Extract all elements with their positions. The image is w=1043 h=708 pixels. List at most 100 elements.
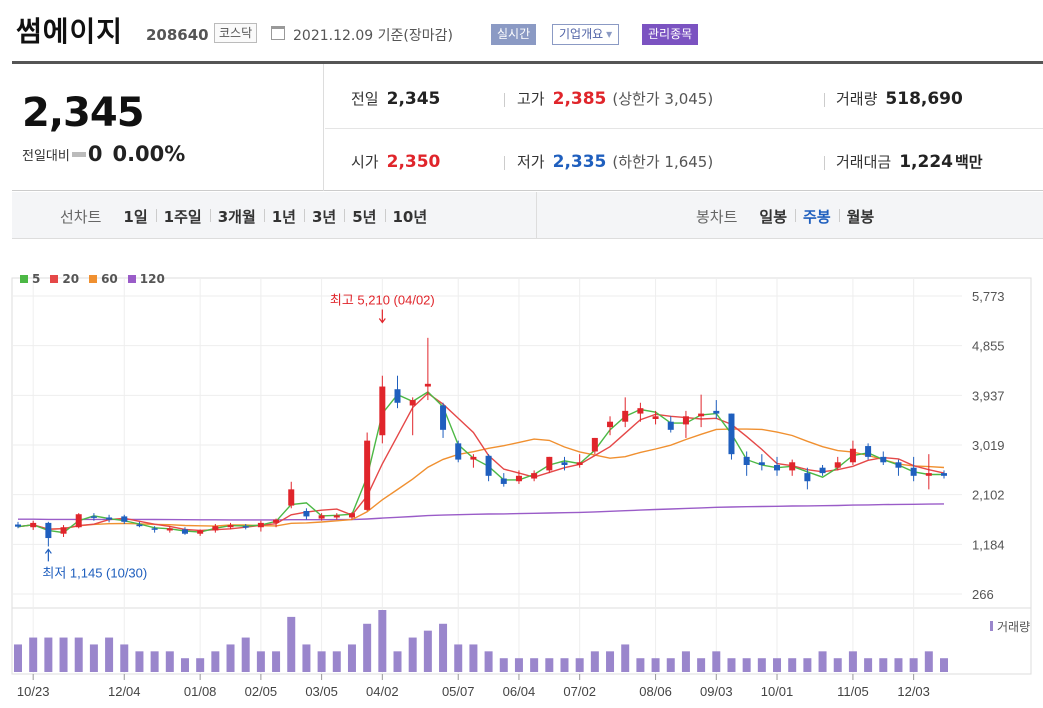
volume-bar — [499, 658, 508, 672]
candle-body — [713, 410, 720, 414]
candle-body — [865, 446, 872, 457]
volume-bar — [74, 637, 83, 672]
volume-legend-label: 거래량 — [997, 620, 1030, 634]
period-10y[interactable]: 10년 — [384, 206, 436, 227]
x-tick-label: 07/02 — [563, 684, 596, 699]
period-3y[interactable]: 3년 — [304, 206, 344, 227]
y-tick-label: 266 — [972, 587, 994, 602]
change-label: 전일대비 — [22, 148, 70, 164]
candle-body — [440, 405, 447, 430]
price-change: 전일대비 0 0.00% — [22, 142, 185, 166]
candle-monthly[interactable]: 월봉 — [838, 206, 883, 227]
x-tick-label: 09/03 — [700, 684, 733, 699]
period-1w[interactable]: 1주일 — [155, 206, 210, 227]
candle-body — [910, 467, 917, 476]
candle-body — [895, 462, 902, 468]
volume-bar — [363, 623, 372, 672]
amount-unit: 백만 — [954, 153, 983, 171]
candle-daily[interactable]: 일봉 — [759, 208, 788, 226]
volume-bar — [545, 658, 554, 672]
candle-weekly[interactable]: 주봉 — [795, 206, 839, 227]
candle-body — [774, 464, 781, 471]
chart-period-bar: 선차트 1일 1주일 3개월 1년 3년 5년 10년 봉차트 일봉 주봉 월봉 — [12, 192, 1043, 239]
candle-body — [743, 456, 750, 465]
volume-bar — [651, 658, 660, 672]
divider — [824, 156, 825, 170]
legend-ma5-label: 5 — [32, 272, 41, 286]
realtime-button[interactable]: 실시간 — [491, 24, 537, 45]
volume-bar — [606, 651, 615, 672]
legend-ma20: 20 — [50, 272, 79, 286]
volume-bar — [44, 637, 53, 672]
lower-limit: (하한가 1,645) — [612, 153, 714, 171]
candle-body — [515, 475, 522, 482]
volume-bar — [727, 658, 736, 672]
x-tick-label: 03/05 — [305, 684, 338, 699]
candle-body — [546, 456, 553, 471]
volume-bar — [29, 637, 38, 672]
candle-body — [15, 524, 21, 527]
divider — [824, 93, 825, 107]
calendar-icon — [271, 26, 285, 40]
candle-body — [667, 421, 674, 430]
volume-bar — [302, 644, 311, 672]
y-tick-label: 1,184 — [972, 537, 1005, 552]
candle-body — [106, 517, 113, 520]
current-price: 2,345 — [22, 90, 145, 136]
stock-code: 208640 — [146, 26, 209, 44]
prev-close: 전일 2,345 — [351, 88, 440, 109]
volume-label: 거래량 — [836, 90, 878, 108]
volume-pane-frame — [11, 607, 1032, 675]
current-price-panel: 2,345 전일대비 0 0.00% — [12, 64, 324, 191]
y-tick-label: 5,773 — [972, 289, 1005, 304]
volume-bar — [241, 637, 250, 672]
candle-body — [652, 416, 659, 419]
candle-body — [728, 413, 735, 455]
x-tick-label: 01/08 — [184, 684, 217, 699]
candle-body — [242, 526, 249, 528]
open-value: 2,350 — [386, 152, 441, 172]
company-overview-dropdown[interactable]: 기업개요 — [552, 24, 620, 45]
candle-chart-title: 봉차트 — [696, 208, 738, 226]
candle-body — [941, 473, 947, 476]
ma120-line — [18, 503, 945, 521]
managed-stock-badge[interactable]: 관리종목 — [642, 24, 699, 45]
prev-close-label: 전일 — [351, 90, 379, 108]
stock-chart[interactable]: 5,773 4,855 3,937 3,019 2,102 1,184 266 10/23 12… — [0, 240, 1043, 708]
legend-ma60-label: 60 — [101, 272, 118, 286]
candle-body — [500, 478, 507, 484]
volume-bar — [408, 637, 417, 672]
volume-bar — [256, 651, 265, 672]
amount-value: 1,224 — [899, 152, 953, 172]
ma60-line — [17, 428, 945, 530]
candle-body — [682, 416, 689, 425]
candle-body — [424, 383, 431, 387]
candle-body — [591, 437, 598, 452]
candle-body — [576, 462, 583, 465]
candle-body — [698, 413, 705, 417]
low-arrow-icon — [44, 548, 52, 562]
y-tick-label: 3,019 — [972, 438, 1005, 453]
change-percent: 0.00% — [112, 142, 186, 166]
legend-ma20-label: 20 — [62, 272, 80, 286]
volume-bar — [879, 658, 888, 672]
volume-bar — [681, 651, 690, 672]
volume-bar — [712, 651, 721, 672]
volume-bar — [864, 658, 873, 672]
candle-body — [804, 473, 811, 482]
period-1y[interactable]: 1년 — [263, 206, 304, 227]
candle-body — [288, 489, 295, 506]
x-tick-label: 08/06 — [639, 684, 672, 699]
volume-bar — [272, 651, 281, 672]
prev-close-value: 2,345 — [386, 89, 441, 109]
volume-bar — [317, 651, 326, 672]
x-tick-label: 12/03 — [897, 684, 930, 699]
period-1d[interactable]: 1일 — [123, 208, 148, 226]
candle-body — [60, 527, 67, 534]
candle-body — [470, 456, 477, 460]
volume-bar — [59, 637, 68, 672]
legend-ma60: 60 — [89, 272, 118, 286]
period-5y[interactable]: 5년 — [344, 206, 384, 227]
period-3m[interactable]: 3개월 — [209, 206, 264, 227]
candle-body — [30, 522, 37, 528]
